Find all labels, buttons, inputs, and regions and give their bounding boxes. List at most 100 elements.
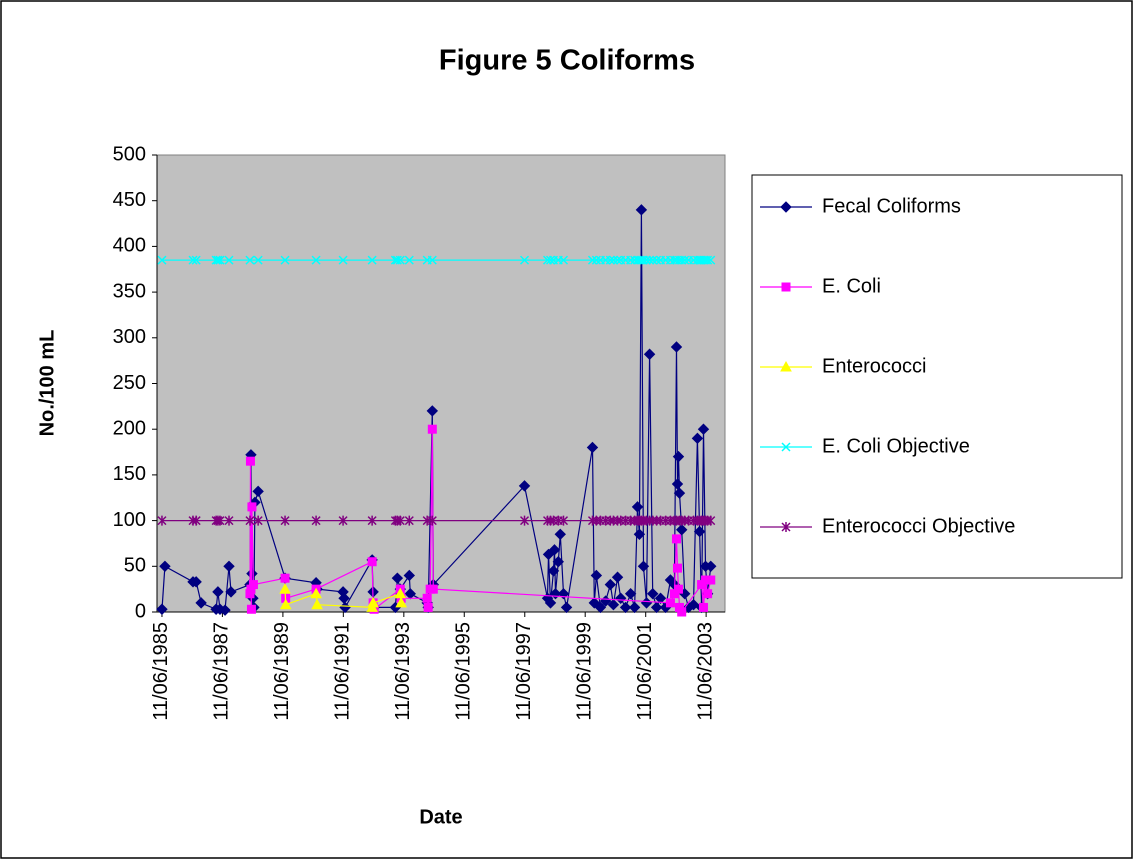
marker bbox=[554, 528, 566, 541]
marker bbox=[391, 572, 404, 584]
marker bbox=[608, 255, 618, 265]
marker bbox=[611, 571, 624, 583]
marker bbox=[588, 597, 601, 609]
marker bbox=[245, 456, 255, 466]
marker bbox=[427, 515, 437, 526]
marker bbox=[156, 603, 168, 615]
x-tick-label: 11/06/1989 bbox=[271, 622, 293, 721]
series bbox=[279, 583, 408, 612]
x-tick-label: 11/06/1993 bbox=[392, 622, 414, 721]
marker bbox=[703, 589, 713, 599]
legend-marker bbox=[781, 282, 791, 292]
marker bbox=[252, 485, 264, 498]
marker bbox=[225, 586, 237, 598]
chart-title: Figure 5 Coliforms bbox=[439, 45, 695, 77]
marker bbox=[671, 534, 681, 544]
marker bbox=[605, 255, 615, 265]
legend-label: Enterococci bbox=[822, 355, 927, 377]
marker bbox=[157, 255, 167, 265]
marker bbox=[637, 560, 650, 573]
marker bbox=[703, 255, 713, 265]
legend-label: E. Coli bbox=[822, 275, 881, 297]
marker bbox=[518, 480, 531, 492]
x-tick-label: 11/06/1999 bbox=[573, 622, 595, 721]
marker bbox=[645, 255, 655, 265]
marker bbox=[558, 255, 569, 265]
x-tick-label: 11/06/1997 bbox=[513, 622, 535, 721]
marker bbox=[428, 584, 438, 594]
marker bbox=[665, 598, 675, 608]
x-tick-label: 11/06/1991 bbox=[332, 622, 354, 721]
marker bbox=[614, 592, 627, 604]
legend-marker bbox=[780, 360, 792, 372]
marker bbox=[706, 515, 716, 526]
marker bbox=[280, 255, 290, 265]
marker bbox=[338, 515, 348, 526]
marker bbox=[245, 515, 255, 526]
x-tick-label: 11/06/2003 bbox=[694, 622, 716, 721]
y-tick-label: 150 bbox=[113, 463, 146, 485]
marker bbox=[404, 255, 414, 265]
marker bbox=[191, 515, 201, 526]
marker bbox=[253, 255, 263, 265]
marker bbox=[677, 607, 687, 617]
marker bbox=[403, 569, 416, 582]
marker bbox=[548, 544, 561, 556]
marker bbox=[311, 598, 323, 610]
marker bbox=[560, 601, 573, 614]
series-line bbox=[284, 589, 402, 609]
marker bbox=[195, 597, 207, 609]
marker bbox=[247, 502, 257, 512]
marker bbox=[422, 593, 432, 603]
series bbox=[157, 255, 716, 265]
marker bbox=[670, 341, 683, 353]
y-tick-label: 0 bbox=[135, 600, 146, 622]
marker bbox=[519, 255, 530, 265]
marker bbox=[188, 255, 198, 265]
y-axis-label: No./100 mL bbox=[36, 330, 58, 437]
marker bbox=[619, 601, 632, 614]
y-tick-label: 500 bbox=[113, 143, 146, 165]
y-tick-label: 400 bbox=[113, 235, 146, 257]
y-tick-label: 50 bbox=[124, 555, 146, 577]
series bbox=[245, 424, 716, 617]
legend-marker bbox=[781, 442, 791, 452]
marker bbox=[279, 598, 292, 610]
marker bbox=[427, 255, 437, 265]
marker bbox=[650, 601, 663, 614]
marker bbox=[624, 588, 637, 600]
marker bbox=[311, 255, 321, 265]
marker bbox=[157, 515, 167, 526]
marker bbox=[698, 602, 708, 612]
legend-marker bbox=[780, 201, 792, 213]
marker bbox=[223, 560, 235, 573]
marker bbox=[697, 423, 710, 435]
marker bbox=[253, 515, 263, 526]
marker bbox=[673, 584, 683, 594]
marker bbox=[367, 255, 377, 265]
x-tick-label: 11/06/2001 bbox=[634, 622, 656, 721]
marker bbox=[423, 602, 433, 612]
marker bbox=[607, 598, 620, 611]
marker bbox=[705, 560, 717, 573]
marker bbox=[552, 556, 564, 568]
marker bbox=[279, 583, 291, 594]
y-tick-label: 250 bbox=[113, 372, 146, 394]
marker bbox=[224, 515, 234, 526]
marker bbox=[586, 441, 599, 454]
marker bbox=[672, 563, 682, 573]
marker bbox=[246, 604, 256, 614]
marker bbox=[590, 569, 603, 582]
marker bbox=[219, 604, 231, 616]
y-tick-label: 200 bbox=[113, 417, 146, 439]
marker bbox=[367, 515, 377, 526]
marker bbox=[224, 255, 234, 265]
marker bbox=[159, 560, 171, 573]
marker bbox=[676, 524, 688, 536]
marker bbox=[519, 515, 530, 526]
legend-label: Enterococci Objective bbox=[822, 515, 1015, 537]
marker bbox=[395, 255, 405, 265]
marker bbox=[654, 592, 667, 604]
marker bbox=[591, 255, 601, 265]
